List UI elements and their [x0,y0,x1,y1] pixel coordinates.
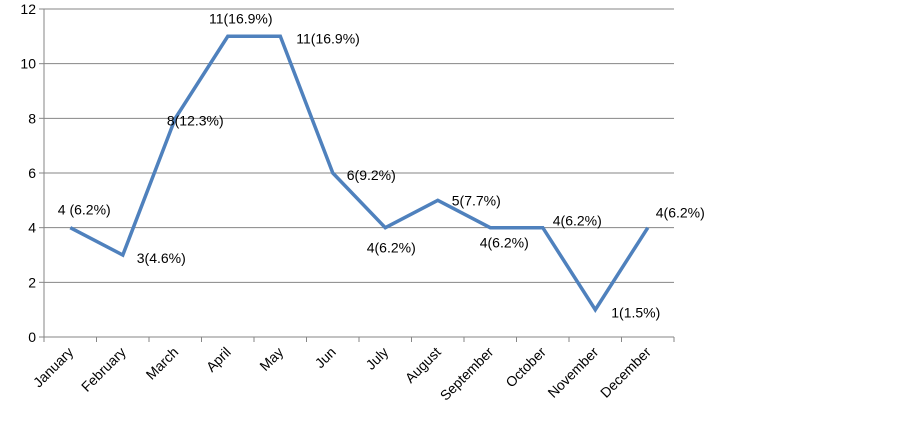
data-label: 4 (6.2%) [58,202,111,218]
x-tick-label: November [544,344,601,401]
data-label: 11(16.9%) [296,30,360,46]
series-line [69,34,650,313]
gridlines [44,8,674,283]
y-axis-ticks: 0 2 4 6 8 10 12 [20,1,44,345]
data-label: 4(6.2%) [367,240,416,256]
y-tick-label: 6 [28,165,36,181]
x-tick-label: April [203,344,234,375]
x-tick-label: July [362,344,391,373]
x-tick-label: March [143,344,182,383]
data-label: 4(6.2%) [553,213,602,229]
x-tick-label: Jun [312,344,339,371]
data-label: 3(4.6%) [137,250,186,266]
data-labels: 4 (6.2%) 3(4.6%) 8(12.3%) 11(16.9%) 11(16.9%… [58,10,705,320]
x-tick-label: September [437,344,497,404]
data-label: 1(1.5%) [611,305,660,321]
data-label: 6(9.2%) [347,167,396,183]
x-axis-ticks: January February March April May Jun July Augus… [30,337,675,404]
y-tick-label: 0 [28,329,36,345]
series-line-path [69,34,650,313]
x-tick-label: May [256,344,286,374]
y-tick-label: 8 [28,110,36,126]
x-tick-label: August [402,344,444,386]
x-tick-label: October [502,344,549,391]
x-tick-label: December [597,344,654,401]
y-tick-label: 4 [28,220,36,236]
y-tick-label: 10 [20,56,36,72]
y-tick-label: 12 [20,1,36,17]
y-tick-label: 2 [28,274,36,290]
data-label: 11(16.9%) [209,10,273,26]
data-label: 8(12.3%) [167,112,224,128]
x-tick-label: January [30,344,77,391]
data-label: 4(6.2%) [656,205,705,221]
x-tick-label: February [78,344,129,395]
data-label: 4(6.2%) [480,235,529,251]
data-label: 5(7.7%) [452,192,501,208]
